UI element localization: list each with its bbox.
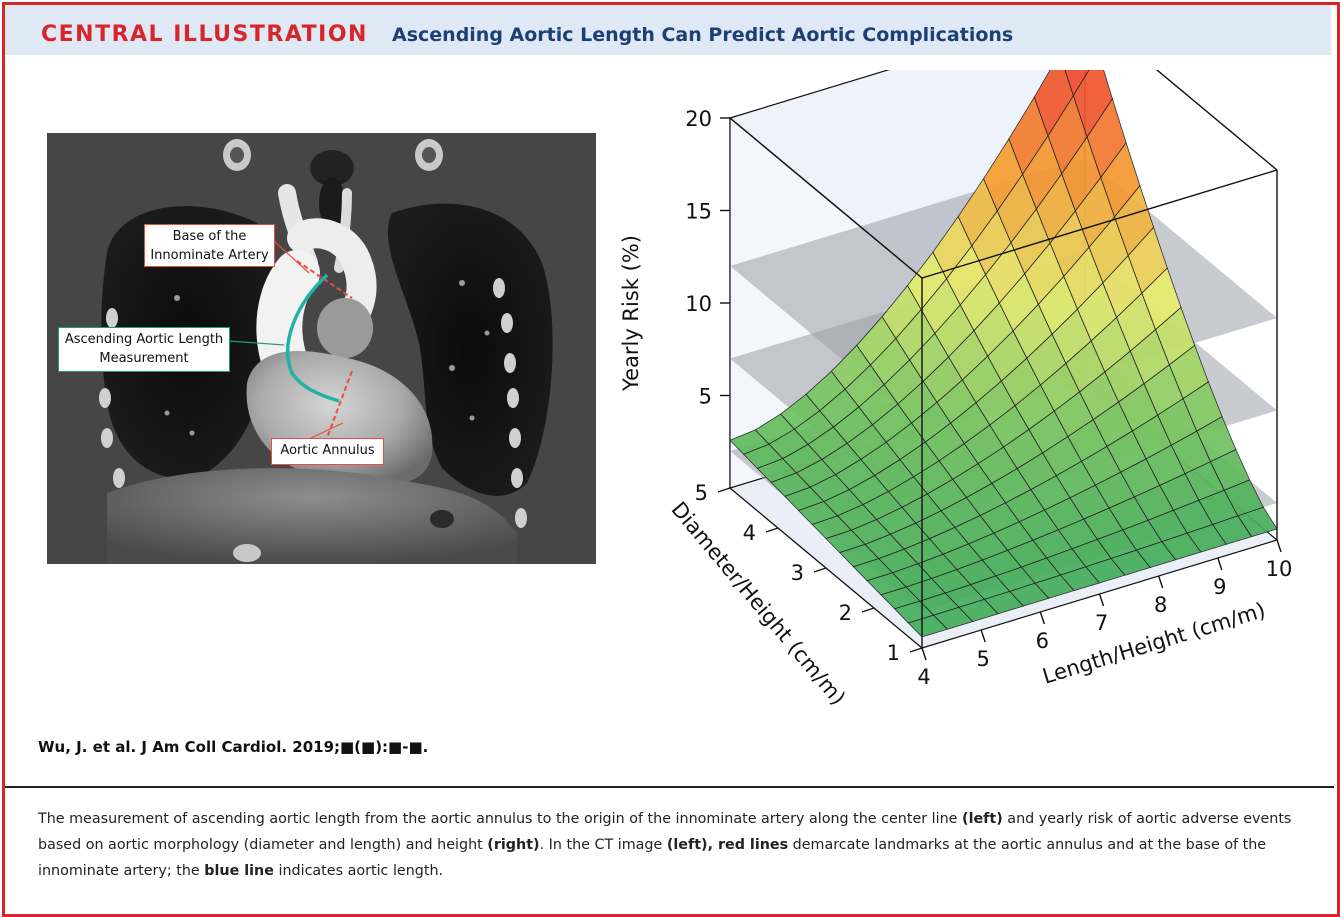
surface-cell — [1237, 506, 1278, 538]
ct-image-panel: Base of the Innominate Artery Ascending … — [47, 133, 596, 564]
divider-line — [5, 786, 1334, 788]
x-tick-label: 9 — [1213, 575, 1226, 599]
x-tick — [1098, 593, 1105, 607]
x-tick-label: 6 — [1036, 629, 1049, 653]
x-tick — [1039, 611, 1045, 625]
y-tick — [861, 607, 875, 613]
z-axis-label: Yearly Risk (%) — [619, 235, 643, 392]
box-edge — [729, 117, 923, 279]
y-tick — [813, 567, 827, 573]
caption-part: demarcate landmarks at the aortic annulu… — [38, 837, 1267, 879]
caption-text: The measurement of ascending aortic leng… — [38, 806, 1308, 884]
x-tick — [921, 647, 927, 661]
y-tick-label: 2 — [839, 601, 852, 625]
z-tick-label: 10 — [685, 292, 712, 316]
x-tick-label: 5 — [976, 647, 989, 671]
caption-bold: blue line — [204, 863, 274, 879]
caption-bold: (left), red lines — [666, 837, 789, 853]
aortic-length-label: Ascending Aortic Length Measurement — [58, 327, 230, 372]
citation: Wu, J. et al. J Am Coll Cardiol. 2019;■(… — [38, 738, 429, 756]
central-illustration-tag: CENTRAL ILLUSTRATION — [41, 22, 368, 47]
y-tick-label: 4 — [743, 521, 756, 545]
x-tick — [1158, 575, 1164, 589]
y-tick — [765, 527, 779, 533]
x-tick-label: 8 — [1154, 593, 1167, 617]
box-edge — [921, 169, 1278, 279]
x-tick-label: 7 — [1095, 611, 1108, 635]
x-tick — [980, 629, 986, 643]
x-tick-label: 10 — [1266, 557, 1293, 581]
risk-surface-chart: 5 10 15 20 1 2 3 4 5 4 5 6 7 8 9 10 Yearly Risk (%) Diame… — [600, 9, 1330, 730]
illustration-title: Ascending Aortic Length Can Predict Aort… — [392, 24, 1014, 46]
caption-bold: (left) — [962, 811, 1003, 827]
caption-part: and yearly risk of aortic adverse events… — [38, 811, 1292, 853]
z-tick-label: 20 — [685, 107, 712, 131]
y-tick-label: 5 — [695, 481, 708, 505]
y-tick-label: 1 — [887, 641, 900, 665]
aortic-length-blue-line — [286, 273, 340, 403]
caption-bold: (right) — [487, 837, 540, 853]
y-tick — [717, 487, 731, 493]
annulus-red-line — [326, 370, 353, 439]
caption-part: . In the CT image — [539, 837, 667, 853]
y-tick-label: 3 — [791, 561, 804, 585]
x-tick — [1276, 539, 1282, 553]
ct-scan-image — [47, 133, 596, 564]
caption-part: indicates aortic length. — [273, 863, 444, 879]
header-bar: CENTRAL ILLUSTRATION Ascending Aortic Le… — [5, 5, 1331, 55]
x-tick-label: 4 — [917, 665, 930, 689]
caption-part: The measurement of ascending aortic leng… — [38, 811, 963, 827]
innominate-label: Base of the Innominate Artery — [144, 224, 275, 267]
y-tick — [909, 647, 923, 653]
x-tick — [1217, 557, 1223, 571]
aortic-annulus-label: Aortic Annulus — [271, 438, 384, 465]
z-tick-label: 5 — [699, 385, 712, 409]
z-tick-label: 15 — [685, 200, 712, 224]
